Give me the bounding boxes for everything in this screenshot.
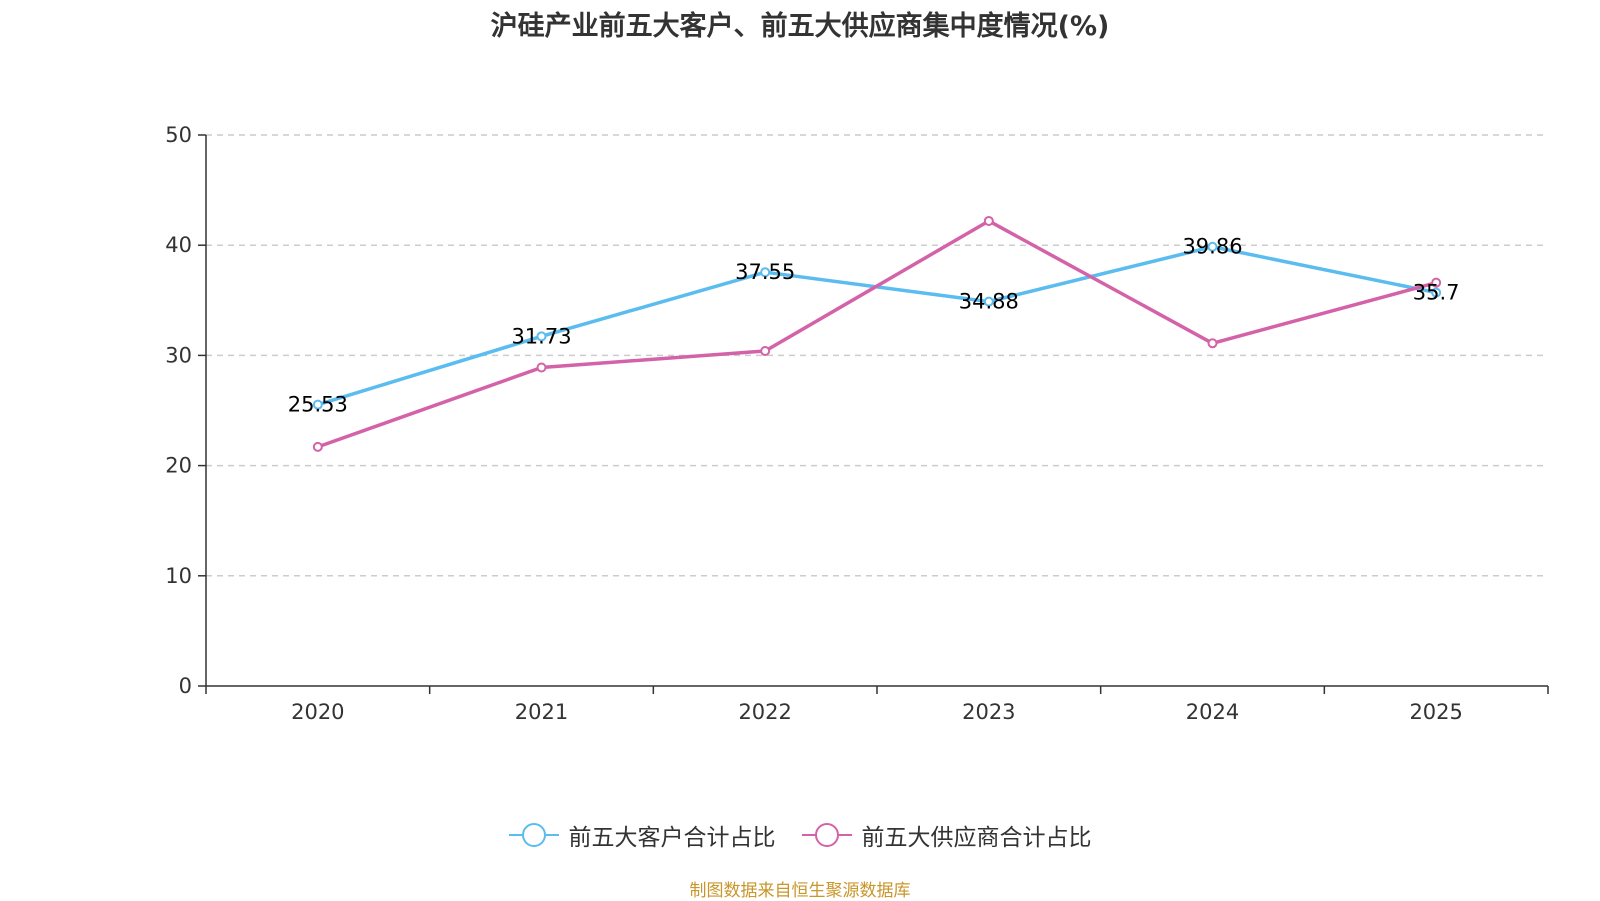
point-s1-2022[interactable] [760,345,771,356]
axes: 0 10 20 30 40 50 2020 2021 2022 2023 2024 2025 [165,123,1549,724]
point-s1-2020[interactable] [312,441,323,452]
legend-label-customers: 前五大客户合计占比 [568,825,776,851]
point-s1-2023[interactable] [983,215,994,226]
y-tick-label: 10 [165,564,192,588]
point-s0-2023[interactable] [983,296,994,307]
x-tick-label-2025: 2025 [1409,700,1462,724]
y-tick-label: 40 [165,233,192,257]
y-tick-label: 0 [179,674,192,698]
legend-label-suppliers: 前五大供应商合计占比 [861,825,1092,851]
legend-marker-customers [508,823,559,847]
point-s0-2022[interactable] [760,267,771,278]
legend-marker-suppliers [801,823,852,847]
legend-item-suppliers[interactable]: 前五大供应商合计占比 [801,818,1092,852]
data-labels: 25.53 31.73 37.55 34.88 39.86 35.7 [288,235,1460,417]
legend: 前五大客户合计占比 前五大供应商合计占比 [0,818,1600,852]
data-label-2022: 37.55 [735,260,795,284]
series-line-1 [317,219,1437,449]
data-label-2021: 31.73 [511,324,571,348]
point-s1-2021[interactable] [536,362,547,373]
point-s0-2021[interactable] [536,331,547,342]
legend-item-customers[interactable]: 前五大客户合计占比 [508,818,776,852]
x-tick-label-2020: 2020 [291,700,344,724]
x-tick-label-2023: 2023 [962,700,1015,724]
y-tick-label: 30 [165,343,192,367]
y-tick-label: 20 [165,454,192,478]
point-s0-2025[interactable] [1431,287,1442,298]
chart-title: 沪硅产业前五大客户、前五大供应商集中度情况(%) [490,11,1110,42]
point-s1-2025[interactable] [1431,277,1442,288]
data-label-2023: 34.88 [959,290,1019,314]
grid-lines [206,134,1548,577]
point-s1-2024[interactable] [1207,338,1218,349]
x-tick-label-2024: 2024 [1186,700,1239,724]
source-note: 制图数据来自恒生聚源数据库 [689,881,911,901]
series-line-0 [317,244,1437,407]
point-s0-2020[interactable] [312,399,323,410]
x-tick-label-2021: 2021 [515,700,568,724]
point-s0-2024[interactable] [1207,241,1218,252]
data-label-2020: 25.53 [288,393,348,417]
data-label-2025: 35.7 [1413,281,1460,305]
data-label-2024: 39.86 [1182,235,1242,259]
y-tick-label: 50 [165,123,192,147]
x-tick-label-2022: 2022 [738,700,791,724]
series-lines [312,215,1442,452]
